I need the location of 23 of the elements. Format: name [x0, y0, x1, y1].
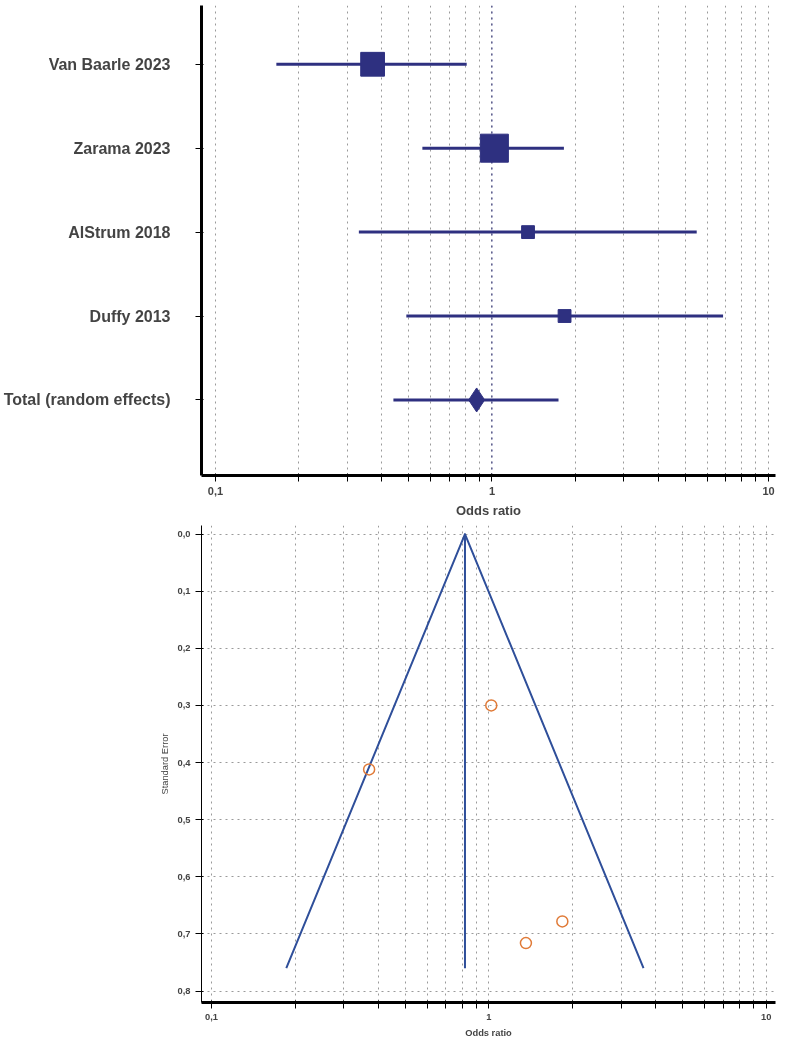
y-tick-label: 0,6 [177, 871, 191, 882]
x-tick-label: 0,1 [207, 484, 224, 497]
x-axis-title: Odds ratio [465, 1027, 513, 1038]
y-tick-label: Zarama 2023 [73, 139, 171, 157]
y-tick-label: 0,1 [177, 586, 191, 597]
x-tick-label: 1 [488, 484, 496, 497]
y-tick-label: 0,2 [177, 643, 191, 654]
y-tick-label: 0,8 [177, 986, 191, 997]
y-tick-label: AlStrum 2018 [68, 223, 171, 241]
y-tick-label: 0,0 [177, 529, 191, 540]
y-tick-label: 0,7 [177, 928, 191, 939]
x-tick-label: 0,1 [205, 1011, 219, 1022]
x-axis-title: Odds ratio [456, 502, 522, 518]
x-tick-label: 10 [761, 1011, 772, 1022]
x-tick-label: 10 [762, 484, 775, 497]
y-tick-label: 0,5 [177, 814, 191, 825]
y-tick-label: Van Baarle 2023 [48, 55, 171, 73]
y-tick-label: 0,4 [177, 757, 192, 768]
y-tick-label: Total (random effects) [3, 391, 171, 409]
x-tick-label: 1 [486, 1011, 492, 1022]
y-axis-title: Standard Error [159, 733, 170, 795]
y-tick-label: 0,3 [177, 700, 191, 711]
y-tick-label: Duffy 2013 [89, 307, 171, 325]
